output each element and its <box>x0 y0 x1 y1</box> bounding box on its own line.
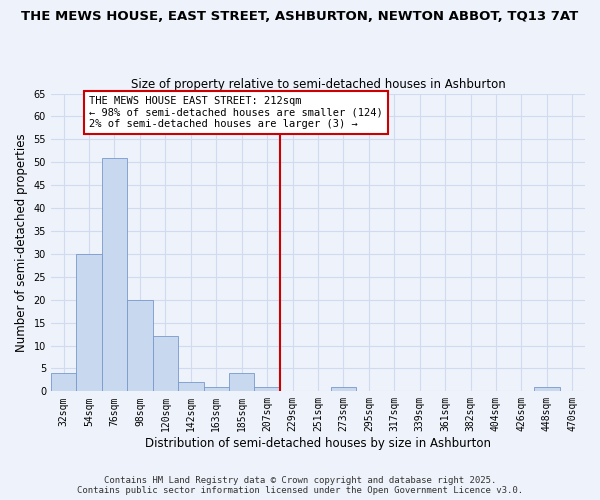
Bar <box>534 387 560 392</box>
Text: Contains HM Land Registry data © Crown copyright and database right 2025.
Contai: Contains HM Land Registry data © Crown c… <box>77 476 523 495</box>
Y-axis label: Number of semi-detached properties: Number of semi-detached properties <box>15 133 28 352</box>
Title: Size of property relative to semi-detached houses in Ashburton: Size of property relative to semi-detach… <box>131 78 505 91</box>
Bar <box>102 158 127 392</box>
X-axis label: Distribution of semi-detached houses by size in Ashburton: Distribution of semi-detached houses by … <box>145 437 491 450</box>
Bar <box>203 387 229 392</box>
Bar <box>178 382 203 392</box>
Text: THE MEWS HOUSE, EAST STREET, ASHBURTON, NEWTON ABBOT, TQ13 7AT: THE MEWS HOUSE, EAST STREET, ASHBURTON, … <box>22 10 578 23</box>
Bar <box>331 387 356 392</box>
Bar <box>76 254 102 392</box>
Bar <box>127 300 152 392</box>
Bar <box>51 373 76 392</box>
Bar <box>152 336 178 392</box>
Bar <box>254 387 280 392</box>
Text: THE MEWS HOUSE EAST STREET: 212sqm
← 98% of semi-detached houses are smaller (12: THE MEWS HOUSE EAST STREET: 212sqm ← 98%… <box>89 96 383 129</box>
Bar <box>229 373 254 392</box>
